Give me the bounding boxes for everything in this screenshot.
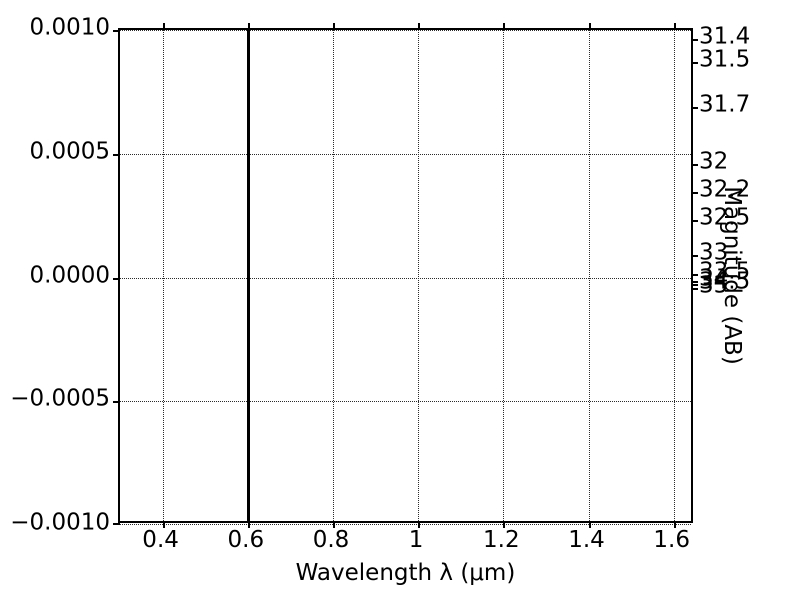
tick-left <box>113 523 120 525</box>
gridline-horizontal <box>120 277 691 279</box>
gridline-horizontal <box>120 153 691 155</box>
plot-area[interactable] <box>113 23 698 528</box>
tick-top <box>162 23 165 30</box>
tick-bottom <box>588 521 591 528</box>
data-vertical-line <box>246 29 250 522</box>
tick-left <box>113 401 120 404</box>
tick-bottom <box>673 521 676 528</box>
gridline-vertical <box>418 30 420 521</box>
tick-left <box>113 277 120 280</box>
tick-bottom <box>247 521 250 528</box>
y-axis-left-tick-labels: −0.0010 −0.0005 0.0000 0.0005 0.0010 <box>0 16 110 534</box>
x-axis-title: Wavelength λ (μm) <box>295 560 516 586</box>
tick-right <box>691 280 698 283</box>
tick-right <box>691 287 698 290</box>
gridline-horizontal <box>120 30 691 31</box>
tick-bottom <box>503 521 506 528</box>
y-tick-label-right: 33 <box>699 239 729 266</box>
gridline-vertical <box>503 30 505 521</box>
tick-top <box>247 23 250 30</box>
y-tick-label-right: 34 <box>699 265 729 291</box>
tick-bottom <box>162 521 165 528</box>
tick-top <box>503 23 506 30</box>
x-tick-label: 0.6 <box>227 527 265 553</box>
y-tick-label-right: 35 <box>699 272 729 299</box>
tick-right <box>691 274 698 276</box>
tick-left <box>113 30 120 32</box>
y-tick-label-right: 31.7 <box>699 91 751 118</box>
gridline-vertical <box>162 30 164 521</box>
y-tick-label-left: 0.0005 <box>29 138 110 165</box>
tick-top <box>418 23 421 30</box>
tick-right <box>691 219 698 222</box>
y-tick-label-right: 32.5 <box>699 204 751 231</box>
x-tick-label: 1.4 <box>568 527 605 553</box>
x-tick-label: 1.6 <box>653 527 690 553</box>
tick-right <box>691 284 698 286</box>
tick-right <box>691 192 698 195</box>
tick-left <box>113 153 120 156</box>
y-tick-label-left: 0.0000 <box>29 262 110 288</box>
tick-right <box>691 164 698 167</box>
y-tick-label-right: 33.5 <box>699 258 751 285</box>
x-tick-label: 1.2 <box>483 527 520 553</box>
x-tick-label: 0.4 <box>142 527 179 553</box>
gridline-vertical <box>673 30 675 521</box>
tick-right <box>691 61 698 64</box>
y-axis-right-title: Magnitude (AB) <box>719 186 745 365</box>
tick-bottom <box>418 521 421 528</box>
y-tick-label-right: 32 <box>699 148 729 175</box>
y-axis-right-tick-labels: 31.4 31.5 31.7 32 32.2 32.5 33 33.5 34 3… <box>699 23 761 523</box>
y-tick-label-left: −0.0010 <box>10 509 110 536</box>
gridline-horizontal <box>120 401 691 403</box>
x-tick-label: 0.8 <box>312 527 350 553</box>
y-tick-label-left: 0.0010 <box>29 14 110 41</box>
tick-top <box>333 23 335 30</box>
tick-top <box>588 23 591 30</box>
gridline-vertical <box>333 30 334 521</box>
tick-right <box>691 255 698 258</box>
y-tick-label-right: 32.2 <box>699 176 751 203</box>
y-tick-label-right: 34.5 <box>699 268 751 295</box>
gridline-horizontal <box>120 524 691 525</box>
y-tick-label-left: −0.0005 <box>10 385 110 412</box>
tick-top <box>673 23 676 30</box>
tick-right <box>691 38 698 41</box>
y-tick-label-right: 31.4 <box>699 23 751 50</box>
x-tick-label: 1 <box>408 527 424 553</box>
x-axis-tick-labels: 0.4 0.6 0.8 1 1.2 1.4 1.6 <box>118 529 693 563</box>
gridline-vertical <box>588 30 590 521</box>
tick-bottom <box>333 521 335 528</box>
y-tick-label-right: 31.5 <box>699 46 751 73</box>
tick-right <box>691 106 698 109</box>
